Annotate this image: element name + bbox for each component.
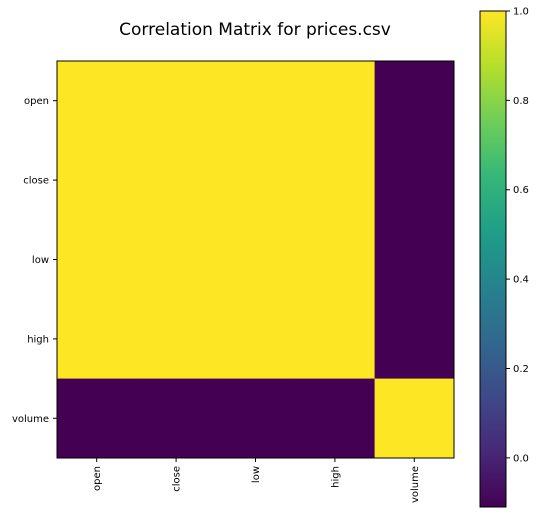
heatmap-cell-open-open (57, 61, 137, 141)
x-tick-label-open: open (92, 466, 103, 491)
heatmap-cell-high-close (136, 299, 217, 380)
heatmap-cell-close-high (295, 140, 376, 221)
heatmap-cell-volume-open (57, 378, 137, 459)
chart-title: Correlation Matrix for prices.csv (119, 20, 391, 40)
x-tick-label-low: low (251, 466, 262, 483)
x-tick-label-high: high (330, 466, 341, 488)
y-tick-label-volume: volume (12, 414, 49, 425)
heatmap-cell-volume-high (295, 378, 376, 459)
heatmap-cell-volume-close (136, 378, 217, 459)
heatmap-cell-volume-low (215, 378, 296, 459)
heatmap-cell-high-low (215, 299, 296, 380)
y-tick-label-low: low (32, 255, 49, 266)
colorbar-tick-label: 0.0 (513, 453, 529, 464)
y-tick-label-close: close (23, 176, 49, 187)
y-tick-label-open: open (24, 96, 49, 107)
colorbar-ticks: 0.0 0.2 0.4 0.6 0.8 1.0 (506, 7, 529, 464)
heatmap-cell-close-close (136, 140, 217, 221)
heatmap-cell-close-volume (374, 140, 455, 221)
heatmap-cells (57, 61, 455, 459)
colorbar-tick-label: 0.2 (513, 364, 529, 375)
x-tick-label-close: close (172, 466, 183, 492)
heatmap-cell-high-open (57, 299, 137, 380)
colorbar-tick-label: 0.4 (513, 275, 529, 286)
colorbar-tick-label: 0.8 (513, 96, 529, 107)
heatmap-cell-volume-volume (374, 378, 455, 459)
colorbar-tick-label: 0.6 (513, 185, 529, 196)
heatmap-cell-low-low (215, 219, 296, 300)
heatmap-cell-low-open (57, 219, 137, 300)
x-tick-label-volume: volume (410, 466, 421, 503)
y-tick-label-high: high (27, 334, 49, 345)
y-axis-ticks: open close low high volume (12, 96, 57, 425)
heatmap-cell-close-open (57, 140, 137, 221)
heatmap-cell-open-close (136, 61, 217, 141)
heatmap-cell-close-low (215, 140, 296, 221)
heatmap-cell-high-volume (374, 299, 455, 380)
heatmap-cell-open-high (295, 61, 376, 141)
colorbar (479, 10, 507, 508)
x-axis-ticks: open close low high volume (92, 458, 421, 503)
heatmap-cell-low-high (295, 219, 376, 300)
colorbar-tick-label: 1.0 (513, 7, 529, 18)
heatmap-cell-low-volume (374, 219, 455, 300)
heatmap-cell-open-low (215, 61, 296, 141)
heatmap-cell-high-high (295, 299, 376, 380)
heatmap-cell-open-volume (374, 61, 455, 141)
heatmap-cell-low-close (136, 219, 217, 300)
